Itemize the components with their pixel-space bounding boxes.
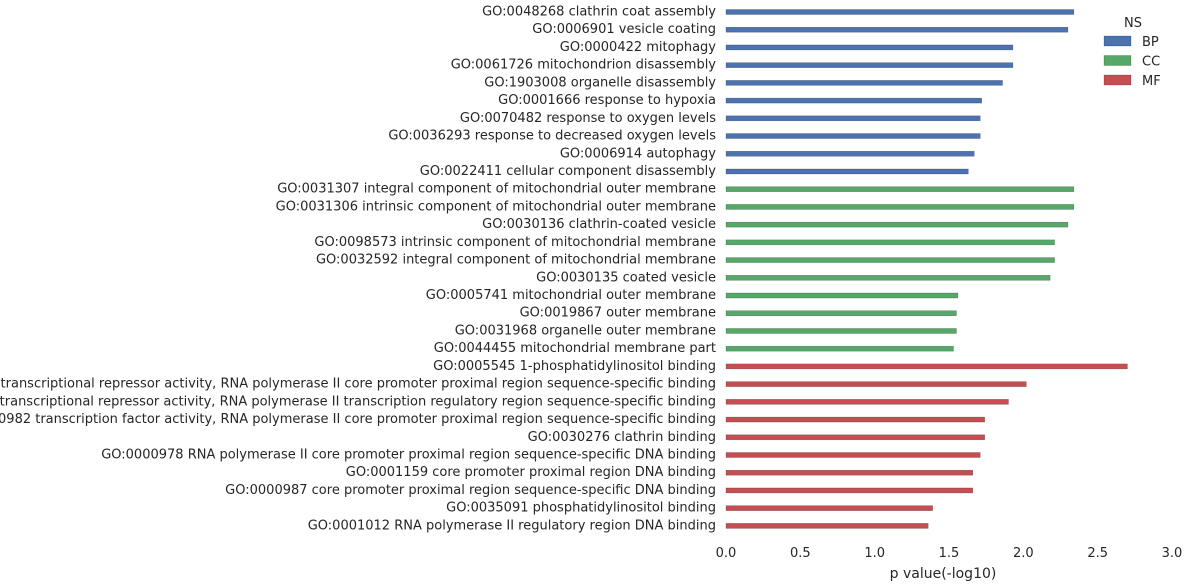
bar — [725, 186, 1075, 192]
legend-swatch — [1103, 35, 1132, 47]
category-label: GO:0030136 clathrin-coated vesicle — [482, 217, 716, 232]
category-label: GO:0030135 coated vesicle — [536, 270, 716, 285]
category-label: GO:0044455 mitochondrial membrane part — [434, 341, 716, 356]
bars — [725, 9, 1128, 529]
category-label: GO:0000987 core promoter proximal region… — [225, 483, 716, 498]
legend-swatch — [1103, 74, 1132, 86]
x-tick-label: 0.0 — [716, 546, 737, 561]
x-tick-label: 0.5 — [790, 546, 811, 561]
bar — [725, 310, 957, 316]
legend-title: NS — [1124, 16, 1142, 31]
bar — [725, 204, 1075, 210]
bar — [725, 115, 981, 122]
category-label: GO:0006901 vesicle coating — [532, 22, 716, 37]
x-tick-label: 3.0 — [1162, 546, 1183, 561]
x-tick-label: 1.5 — [939, 546, 960, 561]
category-label: GO:1903008 organelle disassembly — [484, 75, 716, 90]
category-labels: GO:0048268 clathrin coat assembly GO:0006… — [0, 5, 716, 534]
category-label: GO:0019867 outer membrane — [520, 306, 716, 321]
x-tick-label: 1.0 — [864, 546, 885, 561]
bar — [725, 381, 1027, 387]
bar — [725, 80, 1003, 86]
bar — [725, 257, 1055, 263]
bar — [725, 469, 974, 476]
category-label: GO:0006914 autophagy — [560, 146, 716, 161]
x-axis-title: p value(-log10) — [890, 566, 997, 582]
category-label: GO:0035091 phosphatidylinositol binding — [446, 501, 716, 516]
bar — [725, 133, 981, 139]
category-label: GO:0070482 response to oxygen levels — [460, 111, 716, 126]
legend-swatch — [1103, 55, 1132, 66]
category-label: GO:0061726 mitochondrion disassembly — [451, 58, 717, 73]
bar — [725, 328, 957, 334]
category-label: GO:0000982 transcription factor activity… — [0, 412, 716, 427]
bar — [725, 416, 985, 423]
bar — [725, 221, 1069, 228]
legend: NS BP CC MF — [1103, 16, 1161, 89]
bar — [725, 487, 974, 494]
category-label: GO:0048268 clathrin coat assembly — [482, 5, 716, 20]
category-label: GO:0001012 RNA polymerase II regulatory … — [308, 518, 716, 533]
bar — [725, 452, 981, 458]
bar — [725, 62, 1014, 68]
category-label: GO:0005741 mitochondrial outer membrane — [426, 288, 716, 303]
legend-label: MF — [1142, 74, 1161, 89]
bar — [725, 239, 1055, 246]
category-label: GO:0032592 integral component of mitocho… — [316, 253, 716, 268]
bar — [725, 345, 954, 352]
category-label: GO:0022411 cellular component disassembl… — [420, 164, 717, 179]
bar — [725, 9, 1075, 15]
bar — [725, 434, 985, 441]
category-label: GO:0098573 intrinsic component of mitoch… — [314, 235, 716, 250]
x-tick-label: 2.5 — [1087, 546, 1108, 561]
bar — [725, 505, 933, 511]
legend-label: BP — [1142, 35, 1159, 50]
bar — [725, 97, 982, 104]
legend-label: CC — [1142, 55, 1160, 70]
category-label: GO:0001227 transcriptional repressor act… — [0, 394, 716, 409]
category-label: GO:0031306 intrinsic component of mitoch… — [276, 199, 716, 214]
category-label: GO:0031307 integral component of mitocho… — [277, 182, 716, 197]
category-label: GO:0031968 organelle outer membrane — [455, 323, 716, 338]
category-label: GO:0030276 clathrin binding — [528, 430, 716, 445]
category-label: GO:0000978 RNA polymerase II core promot… — [101, 448, 716, 463]
bar — [725, 523, 929, 529]
bar — [725, 44, 1014, 51]
bar — [725, 363, 1128, 370]
category-label: GO:0001666 response to hypoxia — [498, 93, 716, 108]
x-tick-label: 2.0 — [1013, 546, 1034, 561]
bar — [725, 292, 959, 299]
category-label: GO:0001159 core promoter proximal region… — [346, 465, 716, 480]
x-axis-ticks: 0.0 0.5 1.0 1.5 2.0 2.5 3.0 — [716, 546, 1183, 561]
bar — [725, 168, 969, 175]
bar — [725, 26, 1069, 33]
bar — [725, 399, 1009, 405]
category-label: GO:0036293 response to decreased oxygen … — [388, 129, 716, 144]
bar — [725, 275, 1051, 281]
category-label: GO:0001078 transcriptional repressor act… — [0, 377, 716, 392]
category-label: GO:0000422 mitophagy — [560, 40, 717, 55]
category-label: GO:0005545 1-phosphatidylinositol bindin… — [433, 359, 716, 374]
bar — [725, 151, 975, 157]
